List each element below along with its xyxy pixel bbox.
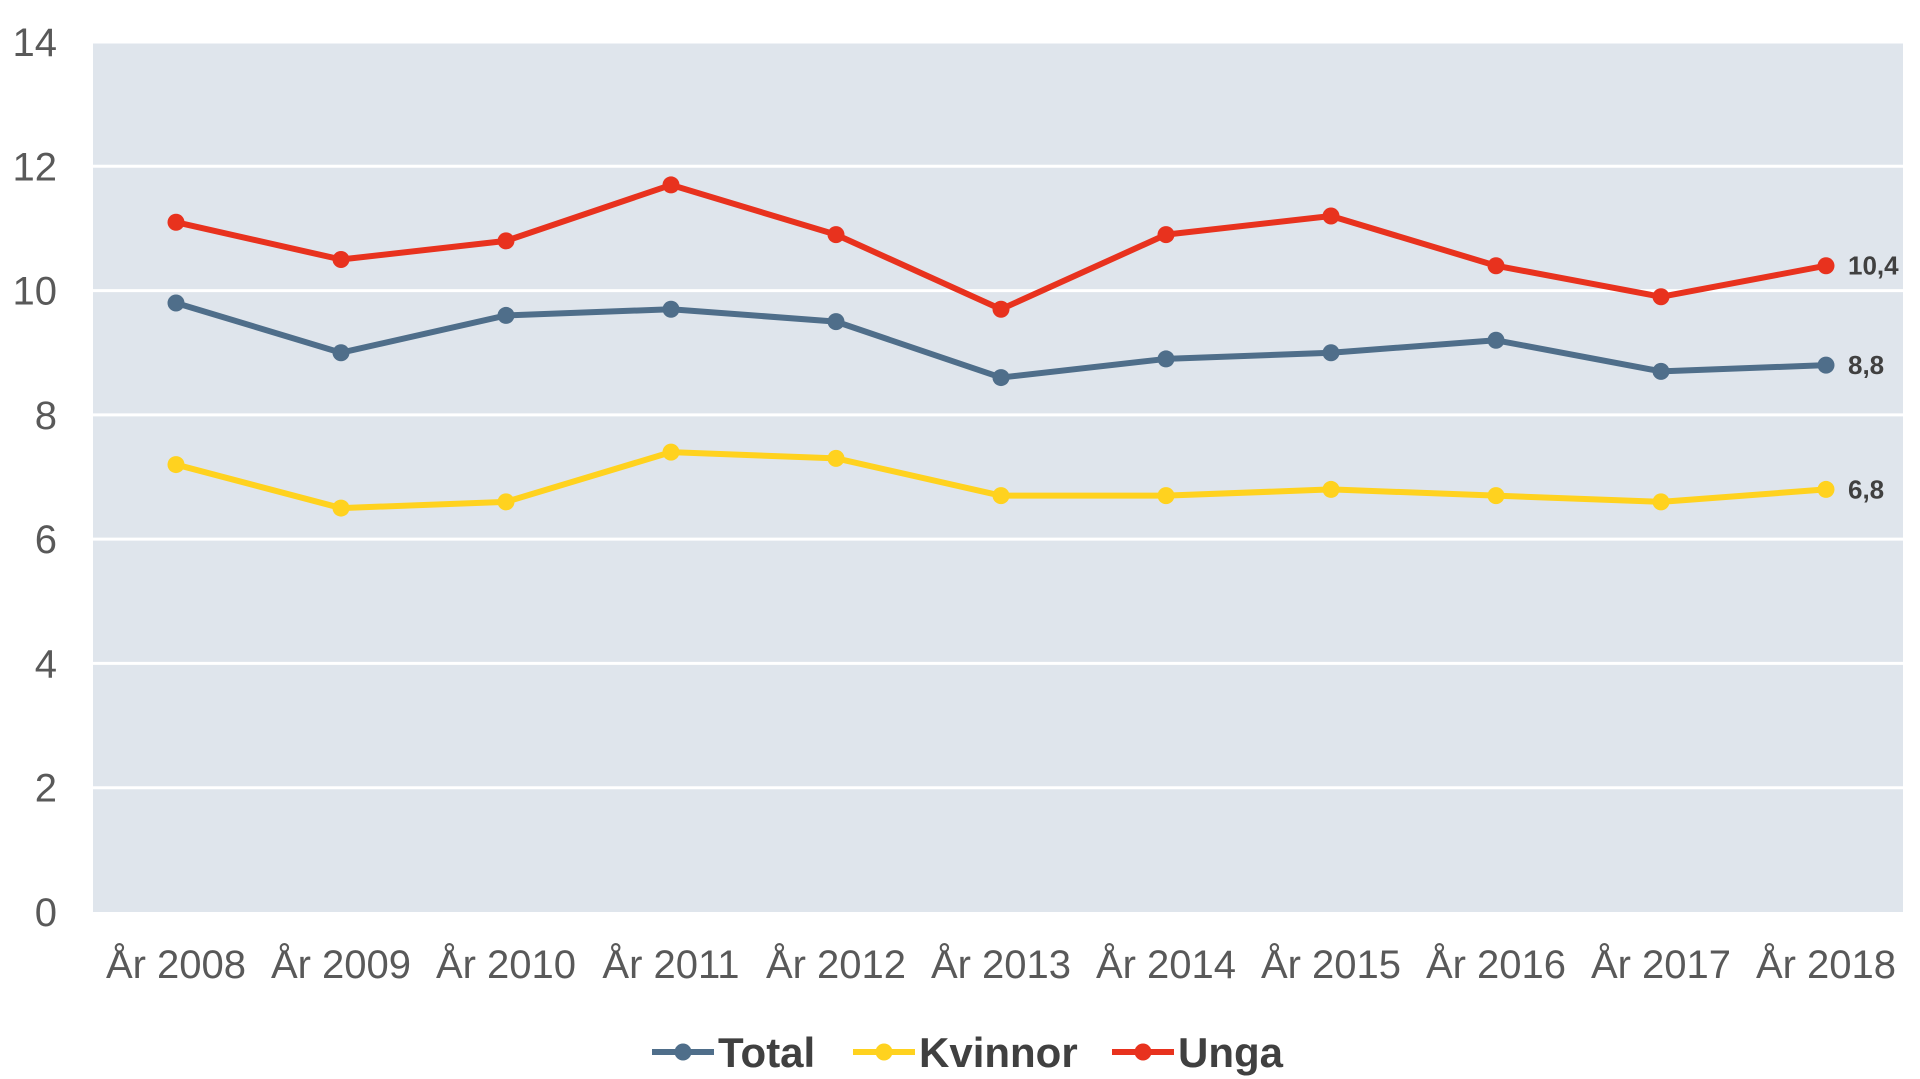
legend-swatch-marker: [674, 1043, 692, 1061]
data-point-total: [992, 369, 1010, 387]
data-point-total: [167, 294, 185, 312]
data-point-unga: [1487, 257, 1505, 275]
x-axis: År 2008 År 2009 År 2010 År 2011 År 2012 År 20…: [106, 942, 1896, 987]
series-total: [167, 294, 1835, 387]
plot-area: [93, 42, 1903, 912]
x-tick-label: År 2010: [436, 942, 576, 987]
data-point-total: [332, 344, 350, 362]
end-labels: 8,8 6,8 10,4: [1848, 251, 1899, 505]
end-label-unga: 10,4: [1848, 251, 1899, 281]
data-point-total: [497, 306, 515, 324]
data-point-unga: [662, 176, 680, 194]
legend-swatch-marker: [875, 1043, 893, 1061]
data-point-unga: [1817, 257, 1835, 275]
data-point-total: [662, 300, 680, 318]
data-point-kvinnor: [662, 443, 680, 461]
data-point-total: [1487, 331, 1505, 349]
data-point-unga: [332, 251, 350, 268]
y-tick-label: 0: [35, 891, 57, 935]
data-point-kvinnor: [1322, 480, 1340, 498]
x-tick-label: År 2008: [106, 942, 246, 987]
data-point-kvinnor: [167, 456, 185, 474]
data-point-kvinnor: [992, 487, 1010, 505]
legend-label: Unga: [1178, 1029, 1284, 1076]
legend-item-total: Total: [652, 1029, 815, 1076]
data-point-total: [1817, 356, 1835, 374]
series-unga: [167, 176, 1835, 318]
x-tick-label: År 2012: [766, 942, 906, 987]
x-tick-label: År 2011: [602, 942, 739, 987]
data-point-total: [1322, 344, 1340, 362]
y-tick-label: 12: [13, 145, 58, 189]
x-tick-label: År 2014: [1096, 942, 1236, 987]
gridlines: [93, 40, 1903, 790]
data-point-unga: [1322, 207, 1340, 225]
series-kvinnor: [167, 443, 1835, 517]
x-tick-label: År 2015: [1261, 942, 1401, 987]
x-tick-label: År 2018: [1756, 942, 1896, 987]
data-point-kvinnor: [827, 449, 845, 467]
x-tick-label: År 2016: [1426, 942, 1566, 987]
data-point-unga: [497, 232, 515, 250]
legend-label: Total: [718, 1029, 815, 1076]
y-tick-label: 8: [35, 394, 57, 438]
end-label-total: 8,8: [1848, 350, 1884, 380]
data-point-unga: [1157, 226, 1175, 244]
x-tick-label: År 2013: [931, 942, 1071, 987]
y-axis: 0 2 4 6 8 10 12 14: [13, 21, 58, 935]
end-label-kvinnor: 6,8: [1848, 474, 1884, 504]
y-tick-label: 2: [35, 767, 57, 811]
data-point-unga: [1652, 288, 1670, 306]
legend-item-kvinnor: Kvinnor: [853, 1029, 1078, 1076]
data-point-total: [827, 313, 845, 331]
series-lines: [167, 176, 1835, 517]
y-tick-label: 6: [35, 518, 57, 562]
y-tick-label: 4: [35, 642, 57, 686]
x-tick-label: År 2017: [1591, 942, 1731, 987]
legend: Total Kvinnor Unga: [652, 1029, 1284, 1076]
data-point-kvinnor: [1817, 480, 1835, 498]
data-point-total: [1157, 350, 1175, 368]
y-tick-label: 10: [13, 270, 58, 314]
data-point-unga: [992, 300, 1010, 318]
data-point-kvinnor: [1487, 487, 1505, 505]
data-point-kvinnor: [1157, 487, 1175, 505]
legend-swatch-marker: [1134, 1043, 1152, 1061]
data-point-total: [1652, 362, 1670, 380]
legend-label: Kvinnor: [919, 1029, 1078, 1076]
data-point-kvinnor: [1652, 493, 1670, 511]
legend-item-unga: Unga: [1112, 1029, 1284, 1076]
data-point-unga: [167, 213, 185, 231]
data-point-unga: [827, 226, 845, 244]
data-point-kvinnor: [332, 499, 350, 517]
data-point-kvinnor: [497, 493, 515, 511]
y-tick-label: 14: [13, 21, 58, 65]
x-tick-label: År 2009: [271, 942, 411, 987]
